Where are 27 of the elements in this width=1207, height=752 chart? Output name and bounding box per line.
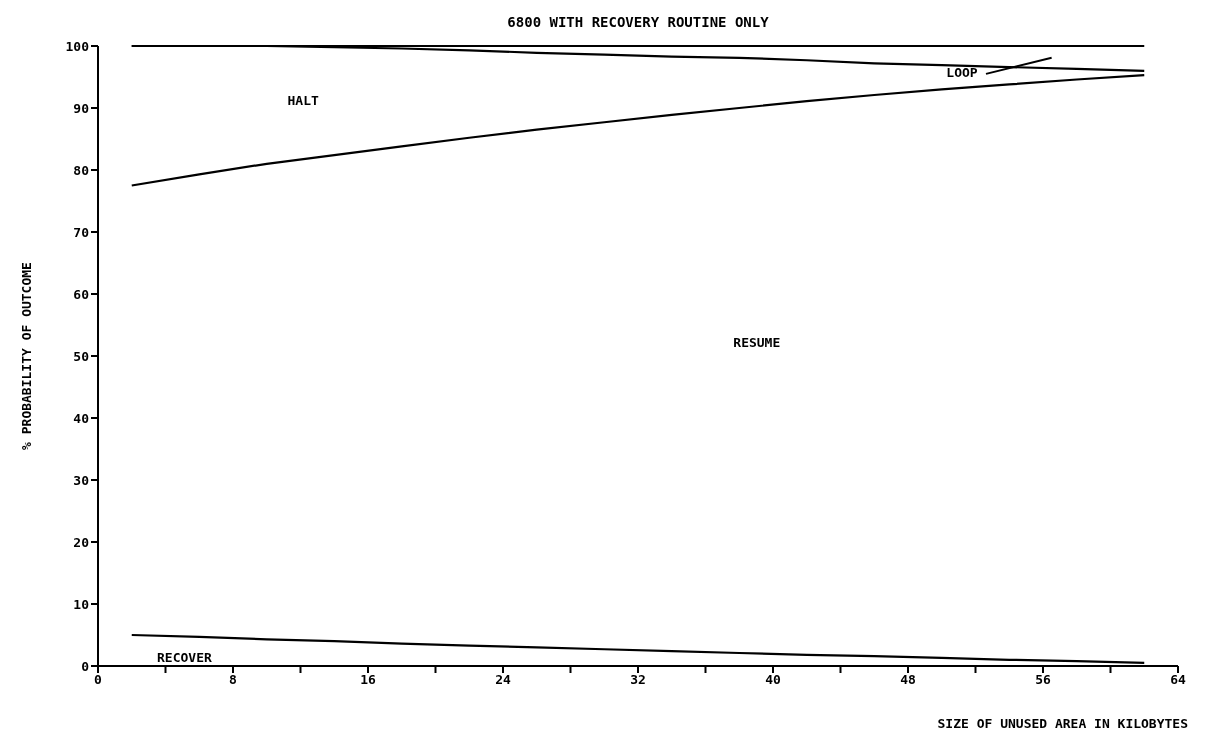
- x-tick-label: 56: [1035, 672, 1051, 688]
- y-tick-label: 70: [73, 224, 90, 240]
- y-tick-label: 60: [73, 286, 90, 302]
- x-tick-label: 16: [360, 672, 376, 688]
- annotation: LOOP: [946, 65, 978, 81]
- y-tick-label: 10: [73, 596, 90, 612]
- y-tick-label: 0: [81, 658, 90, 674]
- x-tick-label: 40: [765, 672, 781, 688]
- annotation: HALT: [287, 93, 320, 109]
- y-tick-label: 30: [73, 472, 90, 488]
- y-tick-label: 80: [73, 162, 90, 178]
- x-tick-label: 0: [94, 672, 103, 688]
- chart-title: 6800 WITH RECOVERY ROUTINE ONLY: [506, 13, 770, 32]
- annotation: RESUME: [733, 335, 781, 351]
- x-tick-label: 24: [495, 672, 511, 688]
- x-axis-title: SIZE OF UNUSED AREA IN KILOBYTES: [937, 716, 1188, 731]
- annotation: RECOVER: [157, 650, 212, 666]
- x-tick-label: 48: [900, 672, 916, 688]
- y-tick-label: 90: [73, 100, 90, 116]
- y-tick-label: 20: [73, 534, 90, 550]
- y-tick-label: 100: [65, 38, 90, 54]
- y-axis-title: % PROBABILITY OF OUTCOME: [18, 262, 34, 450]
- y-tick-label: 40: [73, 410, 90, 426]
- y-tick-label: 50: [73, 348, 90, 364]
- x-tick-label: 64: [1170, 672, 1186, 688]
- x-tick-label: 8: [229, 672, 238, 688]
- x-tick-label: 32: [630, 672, 646, 688]
